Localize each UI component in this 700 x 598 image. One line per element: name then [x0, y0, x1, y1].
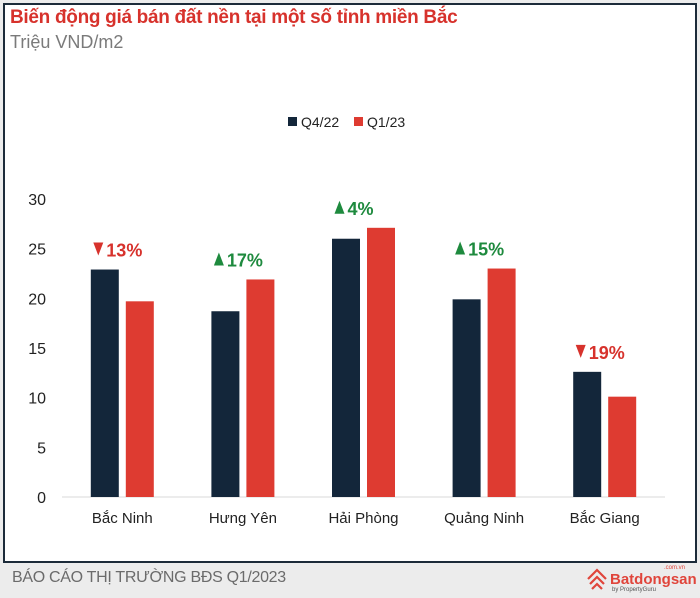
bar-q4-22 — [332, 238, 360, 497]
bar-q4-22 — [90, 269, 119, 497]
bar-q1-23 — [367, 227, 395, 497]
change-label: 4% — [348, 199, 374, 219]
logo-house-icon — [587, 568, 607, 590]
chart-subtitle: Triệu VND/m2 — [10, 32, 124, 52]
y-tick-label: 15 — [28, 341, 46, 358]
bar-q1-23 — [487, 268, 516, 497]
y-tick-label: 10 — [28, 391, 46, 408]
bar-q4-22 — [452, 299, 481, 497]
legend-swatch — [354, 117, 363, 126]
triangle-down-icon — [93, 242, 104, 256]
x-tick-label: Hưng Yên — [209, 510, 277, 527]
logo-domain: .com.vn — [664, 565, 686, 571]
bar-q1-23 — [125, 301, 154, 497]
triangle-up-icon — [455, 241, 466, 255]
y-tick-label: 20 — [28, 291, 46, 308]
bar-chart: 0 5 10 15 20 25 30 Bắc Ninh 13% Hưng Yên 17% Hải Ph… — [28, 114, 665, 527]
logo-name: Batdongsan — [610, 571, 697, 588]
x-tick-label: Quảng Ninh — [444, 510, 524, 527]
x-tick-label: Hải Phòng — [328, 510, 398, 527]
x-tick-label: Bắc Giang — [570, 510, 640, 527]
y-tick-label: 25 — [28, 242, 46, 259]
batdongsan-logo: Batdongsan .com.vn by PropertyGuru — [586, 565, 697, 595]
triangle-up-icon — [213, 252, 224, 266]
y-tick-label: 0 — [37, 490, 46, 507]
y-tick-label: 30 — [28, 192, 46, 209]
legend-label: Q4/22 — [301, 114, 339, 130]
report-label: BÁO CÁO THỊ TRƯỜNG BĐS Q1/2023 — [12, 569, 286, 586]
legend-label: Q1/23 — [367, 114, 405, 130]
triangle-up-icon — [334, 200, 345, 214]
bar-q1-23 — [246, 279, 275, 497]
bar-q4-22 — [573, 371, 602, 497]
bar-q1-23 — [608, 396, 637, 497]
change-label: 19% — [589, 343, 625, 363]
change-label: 15% — [468, 240, 504, 260]
logo-by: by PropertyGuru — [612, 587, 657, 593]
y-tick-label: 5 — [37, 440, 46, 457]
change-label: 17% — [227, 250, 263, 270]
legend-swatch — [288, 117, 297, 126]
triangle-down-icon — [575, 344, 586, 358]
x-tick-label: Bắc Ninh — [92, 510, 153, 527]
change-label: 13% — [106, 241, 142, 261]
bar-q4-22 — [211, 311, 240, 497]
chart-title: Biến động giá bán đất nền tại một số tỉn… — [10, 7, 458, 28]
